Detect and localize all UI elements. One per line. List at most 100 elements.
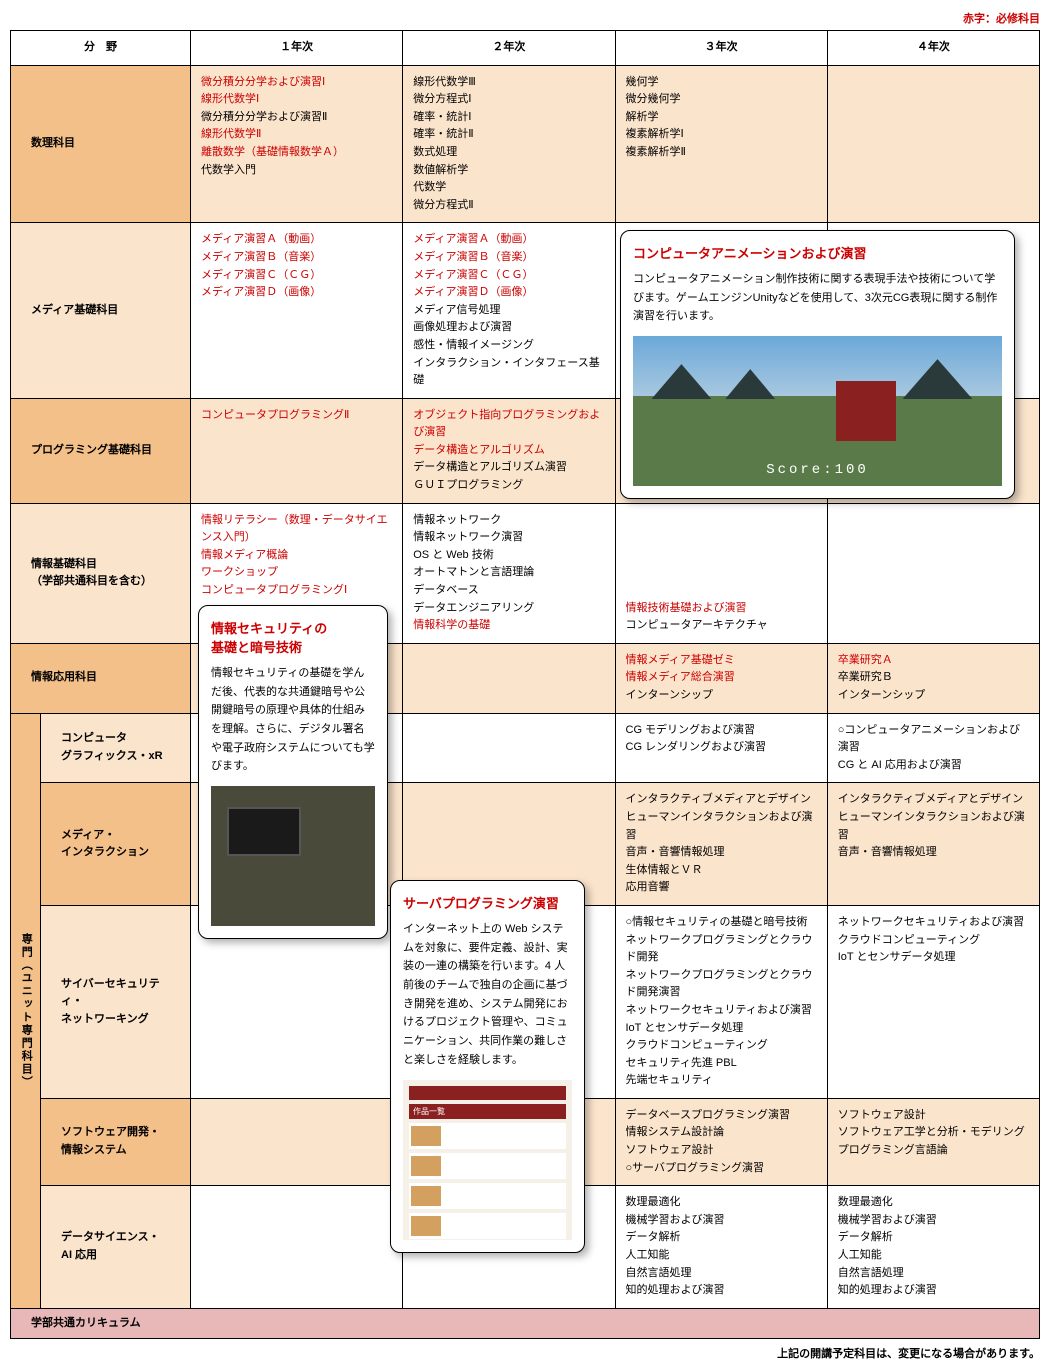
course-item: 知的処理および演習 bbox=[626, 1282, 817, 1300]
curriculum-container: 赤字：必修科目 分 野 １年次 ２年次 ３年次 ４年次 数理科目 微分積分分学お… bbox=[10, 10, 1040, 1361]
soft-y4: ソフトウェア設計ソフトウェア工学と分析・モデリングプログラミング言語論 bbox=[827, 1098, 1039, 1185]
callout-anim-title: コンピュータアニメーションおよび演習 bbox=[633, 243, 1002, 262]
course-item: 画像処理および演習 bbox=[413, 319, 604, 337]
cyber-y4: ネットワークセキュリティおよび演習クラウドコンピューティングIoT とセンサデー… bbox=[827, 905, 1039, 1098]
course-item: セキュリティ先進 PBL bbox=[626, 1055, 817, 1073]
cg-y2 bbox=[403, 713, 615, 783]
course-item: 先端セキュリティ bbox=[626, 1072, 817, 1090]
course-item: 情報リテラシー（数理・データサイエンス入門） bbox=[201, 512, 392, 547]
info-y4 bbox=[827, 503, 1039, 643]
course-item: 代数学 bbox=[413, 179, 604, 197]
cg-y3: CG モデリングおよび演習CG レンダリングおよび演習 bbox=[615, 713, 827, 783]
course-item: データベース bbox=[413, 582, 604, 600]
course-item: CG と AI 応用および演習 bbox=[838, 757, 1029, 775]
course-item: ソフトウェア設計 bbox=[838, 1107, 1029, 1125]
course-item: 複素解析学Ⅱ bbox=[626, 144, 817, 162]
course-item: 音声・音響情報処理 bbox=[626, 844, 817, 862]
course-item: メディア演習Ｂ（音楽） bbox=[413, 249, 604, 267]
course-item: 応用音響 bbox=[626, 879, 817, 897]
course-item: プログラミング言語論 bbox=[838, 1142, 1029, 1160]
course-item: オブジェクト指向プログラミングおよび演習 bbox=[413, 407, 604, 442]
callout-srv-title: サーバプログラミング演習 bbox=[403, 893, 572, 912]
game-score: Score:100 bbox=[766, 462, 869, 478]
cyber-y3: ○情報セキュリティの基礎と暗号技術ネットワークプログラミングとクラウド開発ネット… bbox=[615, 905, 827, 1098]
course-item: データ解析 bbox=[626, 1229, 817, 1247]
course-item: メディア演習Ｂ（音楽） bbox=[201, 249, 392, 267]
cat-cyber: サイバーセキュリティ・ネットワーキング bbox=[41, 905, 191, 1098]
course-item: 幾何学 bbox=[626, 74, 817, 92]
callout-anim-image: Score:100 bbox=[633, 336, 1002, 486]
media-y2: メディア演習Ａ（動画）メディア演習Ｂ（音楽）メディア演習Ｃ（ＣＧ）メディア演習Ｄ… bbox=[403, 223, 615, 398]
callout-sec-title: 情報セキュリティの基礎と暗号技術 bbox=[211, 618, 375, 656]
media-y1: メディア演習Ａ（動画）メディア演習Ｂ（音楽）メディア演習Ｃ（ＣＧ）メディア演習Ｄ… bbox=[191, 223, 403, 398]
course-item: データ構造とアルゴリズム bbox=[413, 442, 604, 460]
row-math: 数理科目 微分積分分学および演習Ⅰ線形代数学Ⅰ微分積分分学および演習Ⅱ線形代数学… bbox=[11, 65, 1040, 223]
course-item: ソフトウェア設計 bbox=[626, 1142, 817, 1160]
course-item: コンピュータプログラミングⅠ bbox=[201, 582, 392, 600]
course-item: ネットワークセキュリティおよび演習 bbox=[838, 914, 1029, 932]
course-item: 卒業研究Ｂ bbox=[838, 669, 1029, 687]
prog-y2: オブジェクト指向プログラミングおよび演習データ構造とアルゴリズムデータ構造とアル… bbox=[403, 398, 615, 503]
header-row: 分 野 １年次 ２年次 ３年次 ４年次 bbox=[11, 31, 1040, 66]
course-item: 数式処理 bbox=[413, 144, 604, 162]
course-item: IoT とセンサデータ処理 bbox=[626, 1020, 817, 1038]
ds-y1 bbox=[191, 1186, 403, 1309]
info-y2: 情報ネットワーク情報ネットワーク演習OS と Web 技術オートマトンと言語理論… bbox=[403, 503, 615, 643]
course-item: 微分方程式Ⅱ bbox=[413, 197, 604, 215]
course-item: コンピュータプログラミングⅡ bbox=[201, 407, 392, 425]
course-item: 自然言語処理 bbox=[626, 1265, 817, 1283]
callout-animation: コンピュータアニメーションおよび演習 コンピュータアニメーション制作技術に関する… bbox=[620, 230, 1015, 499]
course-item: 線形代数学Ⅲ bbox=[413, 74, 604, 92]
cat-app: 情報応用科目 bbox=[11, 643, 191, 713]
row-app: 情報応用科目 情報メディア基礎ゼミ情報メディア総合演習インターンシップ 卒業研究… bbox=[11, 643, 1040, 713]
soft-y3: データベースプログラミング演習情報システム設計論ソフトウェア設計○サーバプログラ… bbox=[615, 1098, 827, 1185]
course-item: 情報科学の基礎 bbox=[413, 617, 604, 635]
course-item: OS と Web 技術 bbox=[413, 547, 604, 565]
course-item: 数理最適化 bbox=[838, 1194, 1029, 1212]
course-item: 数理最適化 bbox=[626, 1194, 817, 1212]
row-cg: 専門（ユニット専門科目） コンピュータグラフィックス・xR CG モデリングおよ… bbox=[11, 713, 1040, 783]
ds-y4: 数理最適化機械学習および演習データ解析人工知能自然言語処理知的処理および演習 bbox=[827, 1186, 1039, 1309]
prog-y1: コンピュータプログラミングⅡ bbox=[191, 398, 403, 503]
course-item: ヒューマンインタラクションおよび演習 bbox=[838, 809, 1029, 844]
course-item: ヒューマンインタラクションおよび演習 bbox=[626, 809, 817, 844]
note-text: 上記の開講予定科目は、変更になる場合があります。 bbox=[10, 1345, 1040, 1361]
header-y1: １年次 bbox=[191, 31, 403, 66]
course-item: メディア演習Ｃ（ＣＧ） bbox=[201, 267, 392, 285]
callout-anim-body: コンピュータアニメーション制作技術に関する表現手法や技術について学びます。ゲーム… bbox=[633, 270, 1002, 326]
ds-y3: 数理最適化機械学習および演習データ解析人工知能自然言語処理知的処理および演習 bbox=[615, 1186, 827, 1309]
cat-soft: ソフトウェア開発・情報システム bbox=[41, 1098, 191, 1185]
course-item: メディア演習Ａ（動画） bbox=[413, 231, 604, 249]
course-item: 情報メディア基礎ゼミ bbox=[626, 652, 817, 670]
soft-y1 bbox=[191, 1098, 403, 1185]
callout-srv-body: インターネット上の Web システムを対象に、要件定義、設計、実装の一連の構築を… bbox=[403, 920, 572, 1070]
course-item: 線形代数学Ⅰ bbox=[201, 91, 392, 109]
course-item: 機械学習および演習 bbox=[626, 1212, 817, 1230]
course-item: 人工知能 bbox=[626, 1247, 817, 1265]
course-item: ワークショップ bbox=[201, 564, 392, 582]
course-item: 知的処理および演習 bbox=[838, 1282, 1029, 1300]
cat-ds: データサイエンス・AI 応用 bbox=[41, 1186, 191, 1309]
course-item: 数値解析学 bbox=[413, 162, 604, 180]
course-item: インタラクション・インタフェース基礎 bbox=[413, 355, 604, 390]
callout-server: サーバプログラミング演習 インターネット上の Web システムを対象に、要件定義… bbox=[390, 880, 585, 1253]
course-item: 卒業研究Ａ bbox=[838, 652, 1029, 670]
callout-sec-image bbox=[211, 786, 375, 926]
math-y4 bbox=[827, 65, 1039, 223]
course-item: 機械学習および演習 bbox=[838, 1212, 1029, 1230]
course-item: ネットワークプログラミングとクラウド開発 bbox=[626, 932, 817, 967]
course-item: IoT とセンサデータ処理 bbox=[838, 949, 1029, 967]
course-item: クラウドコンピューティング bbox=[838, 932, 1029, 950]
course-item: 自然言語処理 bbox=[838, 1265, 1029, 1283]
cg-y4: ○コンピュータアニメーションおよび演習CG と AI 応用および演習 bbox=[827, 713, 1039, 783]
course-item: インターンシップ bbox=[838, 687, 1029, 705]
math-y3: 幾何学微分幾何学解析学複素解析学Ⅰ複素解析学Ⅱ bbox=[615, 65, 827, 223]
row-info: 情報基礎科目（学部共通科目を含む） 情報リテラシー（数理・データサイエンス入門）… bbox=[11, 503, 1040, 643]
course-item: メディア信号処理 bbox=[413, 302, 604, 320]
course-item: 解析学 bbox=[626, 109, 817, 127]
cat-cg: コンピュータグラフィックス・xR bbox=[41, 713, 191, 783]
app-y4: 卒業研究Ａ卒業研究Ｂインターンシップ bbox=[827, 643, 1039, 713]
course-item: 情報メディア概論 bbox=[201, 547, 392, 565]
course-item: CG レンダリングおよび演習 bbox=[626, 739, 817, 757]
legend-text: 赤字：必修科目 bbox=[10, 10, 1040, 26]
